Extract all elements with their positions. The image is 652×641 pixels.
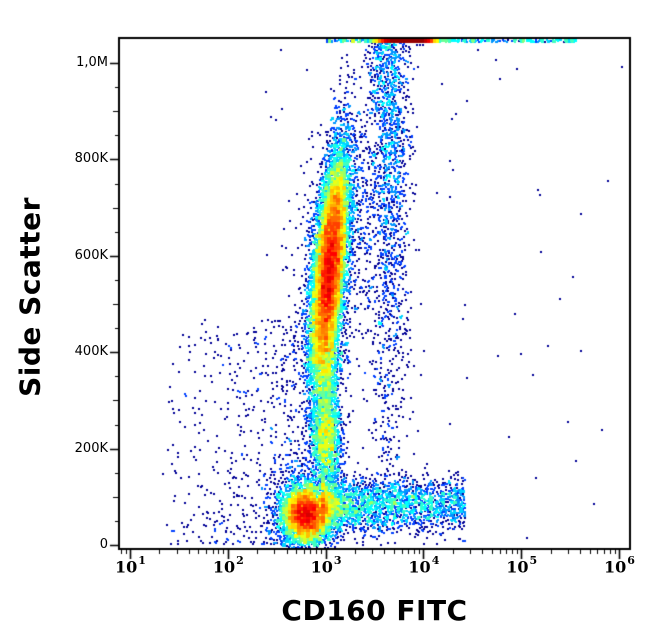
x-tick-label-10e3: 103 (310, 554, 342, 577)
y-axis-title: Side Scatter (13, 197, 47, 397)
x-tick-label-10e6: 106 (604, 554, 635, 577)
y-tick-label-200K: 200K (74, 440, 108, 456)
x-tick-label-10e2: 102 (212, 554, 244, 577)
y-tick-label-600K: 600K (74, 247, 108, 263)
y-tick-label-0: 0 (99, 537, 108, 552)
x-axis-title: CD160 FITC (281, 594, 468, 627)
x-tick-label-10e4: 104 (408, 554, 440, 577)
y-tick-label-800K: 800K (74, 151, 108, 167)
y-tick-label-400K: 400K (74, 344, 108, 360)
y-tick-label-1,0M: 1,0M (76, 55, 108, 70)
x-tick-label-10e1: 101 (115, 554, 146, 577)
x-tick-label-10e5: 105 (506, 554, 538, 577)
